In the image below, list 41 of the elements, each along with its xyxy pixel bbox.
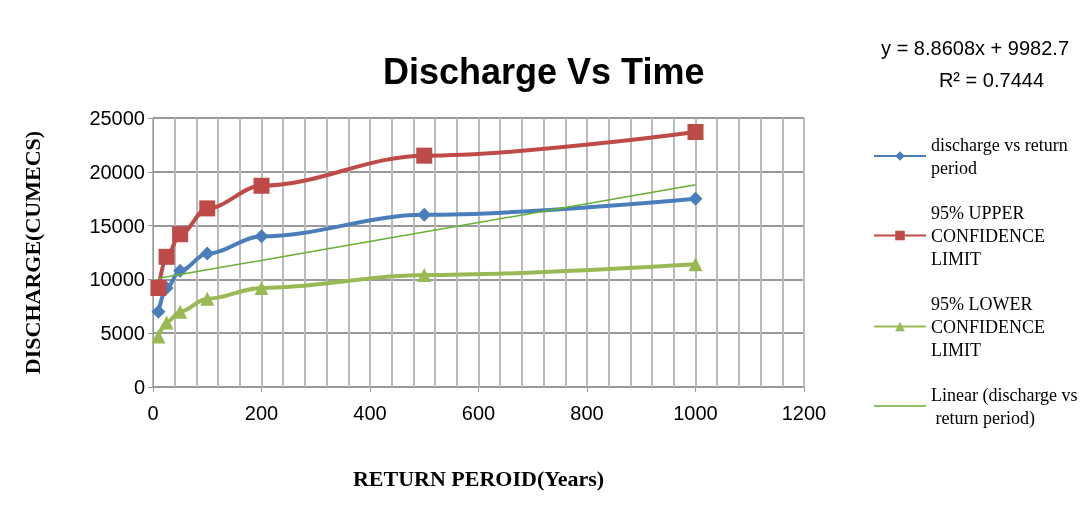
- y-tick-label: 15000: [89, 214, 145, 237]
- point: [173, 304, 188, 319]
- point: [200, 246, 215, 261]
- point: [417, 207, 432, 222]
- x-tick-label: 800: [570, 402, 604, 424]
- x-axis-title: RETURN PEROID(Years): [352, 465, 605, 491]
- point: [150, 280, 167, 297]
- point: [158, 248, 175, 265]
- x-tick-label: 400: [353, 402, 387, 424]
- y-tick-label: 10000: [89, 268, 145, 291]
- point: [199, 200, 216, 217]
- text: y = 8.8608x + 9982.7: [881, 37, 1070, 59]
- y-tick-label: 25000: [89, 107, 145, 129]
- point: [688, 191, 703, 206]
- point: [417, 268, 432, 283]
- legend-label: 95% LOWER CONFIDENCE LIMIT: [931, 293, 1050, 360]
- point: [254, 229, 269, 244]
- x-tick-label: 1000: [673, 402, 718, 424]
- point: [253, 177, 270, 194]
- y-tick-label: 0: [133, 376, 145, 398]
- text: R² = 0.7444: [938, 69, 1045, 91]
- point: [151, 329, 166, 344]
- x-tick-label: 600: [461, 402, 496, 424]
- x-tick-label: 1200: [781, 402, 827, 424]
- chart-title: Discharge Vs Time: [383, 50, 705, 92]
- point: [687, 123, 704, 140]
- point: [159, 315, 174, 330]
- point: [200, 291, 215, 306]
- legend-label: discharge vs return period: [931, 134, 1073, 178]
- point: [254, 281, 269, 296]
- legend-label: Linear (discharge vs return period): [931, 384, 1078, 429]
- point: [151, 304, 166, 319]
- point: [172, 226, 189, 243]
- point: [416, 147, 433, 164]
- x-tick-label: 0: [147, 402, 159, 424]
- y-tick-label: 20000: [89, 160, 145, 183]
- x-tick-label: 200: [244, 402, 279, 424]
- legend-label: 95% UPPER CONFIDENCE LIMIT: [931, 202, 1050, 269]
- y-tick-label: 5000: [100, 322, 145, 345]
- point: [688, 257, 703, 272]
- y-axis-title: DISCHARGE(CUMECS): [19, 130, 45, 375]
